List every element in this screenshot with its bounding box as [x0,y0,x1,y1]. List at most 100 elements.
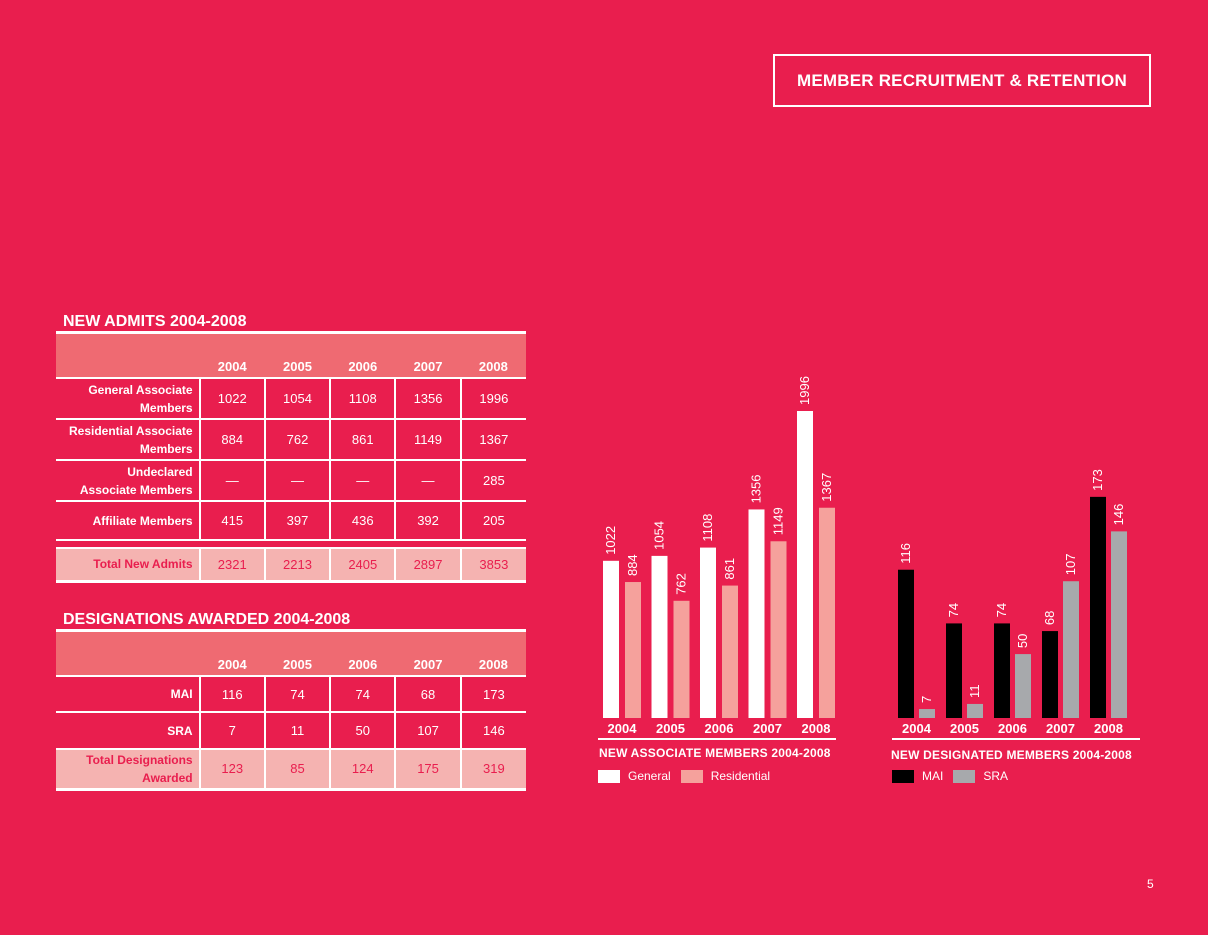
table-cell: 436 [329,500,397,541]
table-cell: 861 [329,418,397,461]
legend-swatch [892,769,914,783]
bar [770,541,787,718]
total-cell: 319 [459,748,526,791]
designated-chart-title: NEW DESIGNATED MEMBERS 2004-2008 [891,748,1132,762]
table-cell: 762 [263,418,332,461]
table-cell: 1108 [329,377,397,420]
data-label: 50 [1015,634,1030,648]
table-row: General Associate Members 1022 1054 1108 … [56,377,526,420]
table-cell: 884 [198,418,266,461]
data-label: 11 [967,684,982,698]
data-label: 1367 [819,473,834,502]
bar [700,547,716,718]
table-cell: 74 [263,675,332,713]
data-label: 1356 [749,475,764,504]
page-number: 5 [1147,877,1154,891]
table-spacer [56,539,526,549]
x-tick-label: 2006 [998,721,1027,736]
data-label: 1108 [700,514,715,542]
total-cell: 85 [263,748,332,791]
table-cell: 116 [198,675,266,713]
total-cell: 175 [394,748,462,791]
page-title: MEMBER RECRUITMENT & RETENTION [773,54,1151,107]
total-cell: 2897 [394,547,462,583]
total-cell: 2321 [198,547,266,583]
table-row: Residential Associate Members 884 762 861… [56,418,526,461]
data-label: 74 [946,603,961,617]
x-tick-label: 2008 [802,721,831,736]
x-tick-label: 2004 [608,721,638,736]
bar [748,509,765,718]
bar [722,585,738,718]
table-header-row: 2004 2005 2006 2007 2008 [56,331,526,379]
row-label: MAI [56,675,201,713]
table-cell: 1054 [263,377,332,420]
legend-item-general: General [598,769,671,783]
table-cell: 205 [459,500,526,541]
table-cell: — [394,459,462,502]
year-header: 2004 [199,331,265,379]
data-label: 107 [1063,554,1078,576]
designated-chart-legend: MAI SRA [892,769,1018,783]
row-label: General Associate Members [56,377,201,420]
total-cell: 2405 [329,547,397,583]
table-row: MAI 116 74 74 68 173 [56,675,526,713]
year-header: 2006 [330,331,396,379]
row-label: Undeclared Associate Members [56,459,201,502]
table-cell: — [263,459,332,502]
total-cell: 3853 [459,547,526,583]
total-cell: 2213 [263,547,332,583]
legend-swatch [680,769,703,783]
table-cell: 11 [263,711,332,750]
table-cell: 7 [198,711,266,750]
data-label: 1149 [771,507,786,535]
associate-chart-legend: General Residential [598,769,780,783]
designations-table: 2004 2005 2006 2007 2008 MAI 116 74 74 6… [56,629,526,791]
table-cell: 1022 [198,377,266,420]
x-tick-label: 2004 [902,721,932,736]
bar [1111,531,1127,718]
year-header: 2007 [395,629,461,677]
new-admits-table: 2004 2005 2006 2007 2008 General Associa… [56,331,526,583]
bar [797,411,813,718]
bar [625,582,641,718]
total-label: Total Designations Awarded [56,748,201,791]
x-tick-label: 2005 [950,721,979,736]
legend-swatch [598,769,620,783]
table-cell: 74 [329,675,397,713]
bar [919,709,935,718]
year-header: 2008 [460,331,526,379]
row-label: SRA [56,711,201,750]
row-label: Affiliate Members [56,500,201,541]
data-label: 68 [1042,611,1057,625]
legend-item-residential: Residential [680,769,770,783]
data-label: 74 [994,603,1009,617]
data-label: 7 [919,696,934,703]
table-cell: — [329,459,397,502]
table-cell: 397 [263,500,332,541]
year-header: 2006 [330,629,396,677]
total-cell: 124 [329,748,397,791]
x-tick-label: 2008 [1094,721,1123,736]
bar [1063,581,1079,718]
x-tick-label: 2005 [656,721,685,736]
total-label: Total New Admits [56,547,201,583]
bar [673,600,690,718]
x-tick-label: 2006 [705,721,734,736]
x-tick-label: 2007 [1046,721,1075,736]
legend-item-mai: MAI [892,769,943,783]
table-cell: 1996 [459,377,526,420]
row-label: Residential Associate Members [56,418,201,461]
legend-swatch [953,769,976,783]
table-cell: 173 [459,675,526,713]
table-row: SRA 7 11 50 107 146 [56,711,526,750]
total-row: Total Designations Awarded 123 85 124 175… [56,748,526,791]
associate-chart-title: NEW ASSOCIATE MEMBERS 2004-2008 [599,746,831,760]
x-tick-label: 2007 [753,721,782,736]
table-cell: 415 [198,500,266,541]
bar [1015,654,1031,718]
associate-members-chart: 1022 884 2004 1054 762 2005 1108 861 2006 1356 114… [598,376,836,740]
table-header-row: 2004 2005 2006 2007 2008 [56,629,526,677]
year-header: 2004 [199,629,265,677]
table-cell: 392 [394,500,462,541]
